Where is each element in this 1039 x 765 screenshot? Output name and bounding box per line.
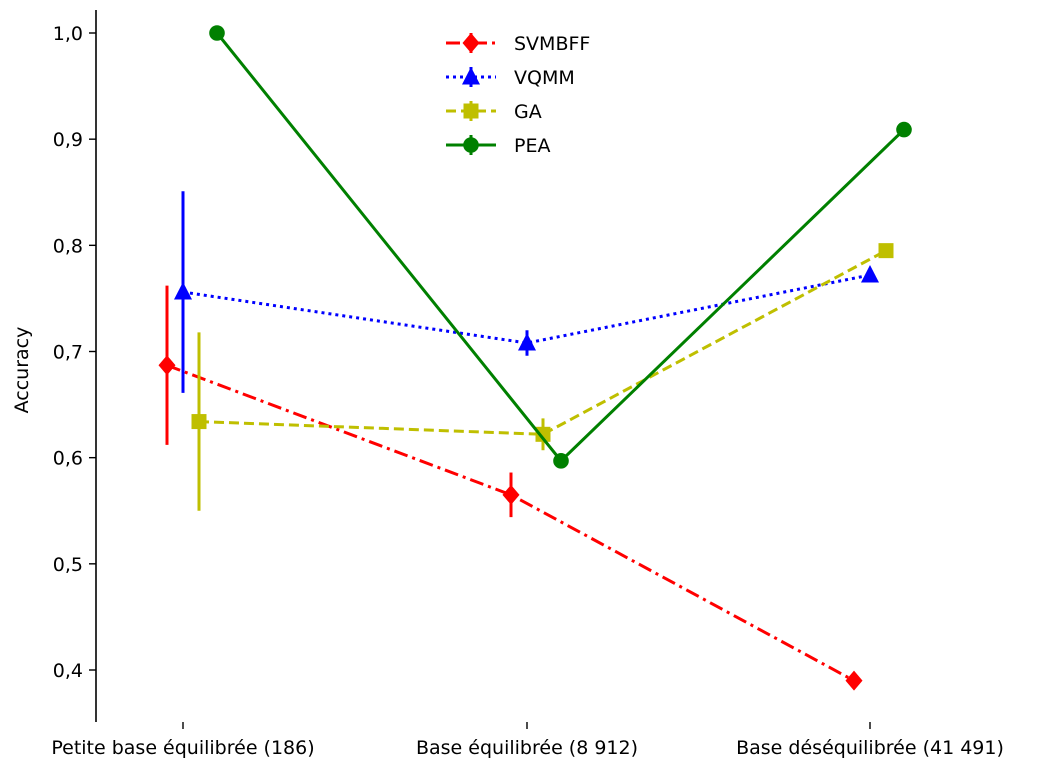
y-tick-label: 0,7 — [53, 342, 83, 364]
y-tick-label: 0,5 — [53, 554, 83, 576]
y-tick-label: 0,4 — [53, 660, 83, 682]
data-point — [553, 453, 569, 469]
legend-marker — [463, 137, 479, 153]
data-point — [535, 426, 551, 442]
legend: SVMBFF VQMM GA PEA — [446, 33, 590, 157]
series-line — [198, 249, 887, 436]
series-line — [166, 363, 855, 682]
y-tick-label: 1,0 — [53, 23, 83, 45]
series-pea — [209, 25, 912, 469]
data-point — [878, 243, 894, 259]
series-ga — [191, 243, 894, 511]
legend-marker — [462, 67, 480, 85]
data-point — [518, 333, 536, 351]
legend-label: SVMBFF — [514, 33, 590, 55]
data-point — [845, 670, 863, 691]
legend-item: SVMBFF — [446, 33, 590, 55]
series-vqmm — [174, 191, 879, 393]
y-tick-label: 0,9 — [53, 129, 83, 151]
series-layer — [158, 25, 912, 691]
legend-item: PEA — [446, 135, 550, 157]
legend-marker — [462, 33, 480, 53]
legend-item: GA — [446, 101, 542, 123]
legend-label: PEA — [514, 135, 550, 157]
data-point — [861, 265, 879, 283]
axes: 0,4 0,5 0,6 0,7 0,8 0,9 1,0 Petite base équilib… — [51, 10, 1004, 759]
data-point — [158, 355, 176, 376]
series-line — [215, 32, 906, 464]
legend-label: GA — [514, 101, 542, 123]
data-point — [502, 484, 520, 505]
legend-item: VQMM — [446, 67, 575, 89]
x-tick-label: Petite base équilibrée (186) — [51, 737, 314, 759]
y-tick-label: 0,8 — [53, 235, 83, 257]
y-tick-label: 0,6 — [53, 448, 83, 470]
y-axis-title: Accuracy — [11, 327, 33, 414]
data-point — [174, 282, 192, 300]
legend-marker — [463, 103, 479, 119]
data-point — [209, 25, 225, 41]
data-point — [191, 414, 207, 430]
x-tick-label: Base déséquilibrée (41 491) — [736, 737, 1004, 759]
data-point — [896, 121, 912, 138]
legend-label: VQMM — [514, 67, 575, 89]
series-svmbff — [158, 285, 863, 691]
y-axis-title-group: Accuracy — [11, 327, 33, 414]
x-tick-label: Base équilibrée (8 912) — [416, 737, 638, 759]
